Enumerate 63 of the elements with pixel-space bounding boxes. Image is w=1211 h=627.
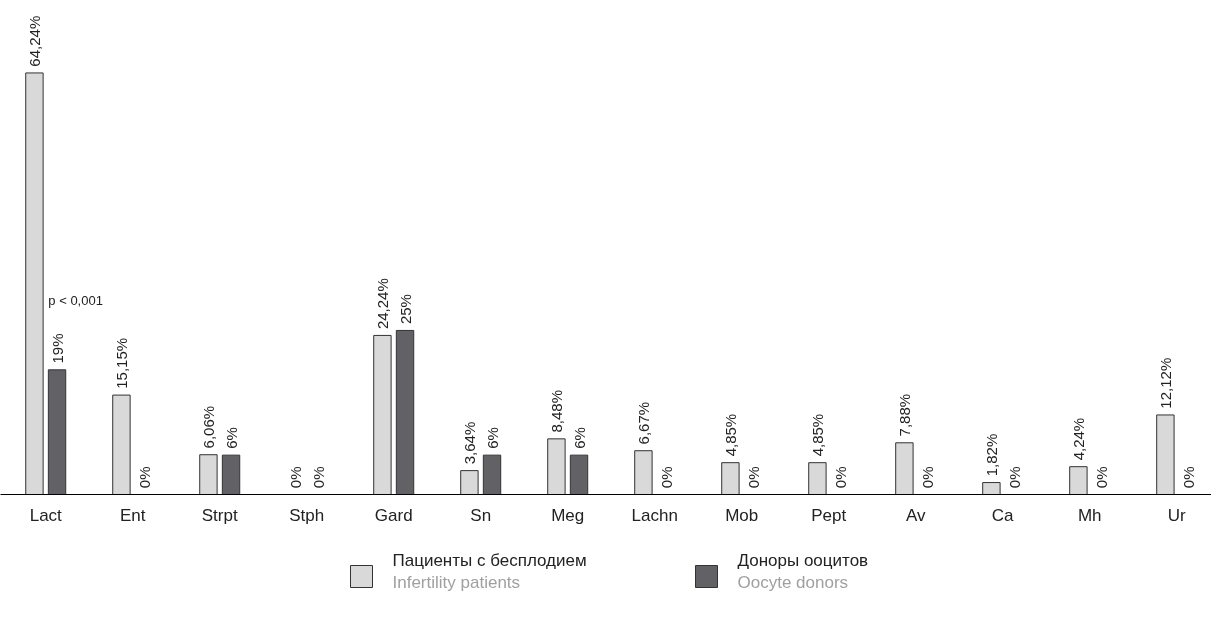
- data-label: 0%: [918, 466, 936, 489]
- data-label: 0%: [309, 466, 327, 489]
- annotation: p < 0,001: [48, 293, 103, 309]
- data-label: 4,24%: [1069, 417, 1087, 461]
- bar: [460, 470, 479, 495]
- bar: [982, 482, 1001, 495]
- data-label: 6%: [483, 427, 501, 449]
- data-label: 6%: [570, 427, 588, 449]
- x-tick-label: Strpt: [201, 505, 238, 525]
- data-label: 1,82%: [982, 433, 1000, 477]
- x-tick-label: Ent: [119, 505, 146, 525]
- data-label: 0%: [1005, 466, 1023, 489]
- data-label: 64,24%: [25, 15, 43, 67]
- x-tick-label: Ca: [991, 505, 1015, 525]
- data-label: 0%: [831, 466, 849, 489]
- data-label: 7,88%: [895, 393, 913, 437]
- x-tick-label: Mob: [725, 505, 759, 525]
- data-label: 0%: [286, 466, 304, 489]
- x-tick-label: Stph: [289, 505, 325, 525]
- x-tick-label: Gard: [374, 505, 413, 525]
- x-tick-label: Pept: [811, 505, 847, 525]
- bar: [895, 442, 914, 495]
- data-label: 0%: [657, 466, 675, 489]
- bar: [634, 450, 653, 495]
- bar: [395, 329, 415, 495]
- data-label: 15,15%: [112, 337, 130, 389]
- data-label: 0%: [1179, 466, 1197, 489]
- data-label: 6,06%: [199, 405, 217, 449]
- bar: [1069, 466, 1088, 495]
- bar: [808, 462, 827, 495]
- data-label: 12,12%: [1156, 357, 1174, 409]
- x-tick-label: Lact: [29, 505, 63, 525]
- bar: [112, 394, 131, 495]
- data-label: 6,67%: [634, 401, 652, 445]
- bar: [721, 462, 740, 495]
- data-label: 3,64%: [460, 421, 478, 465]
- data-label: 24,24%: [373, 278, 391, 330]
- data-label: 19%: [48, 333, 66, 364]
- x-tick-label: Ur: [1167, 505, 1187, 525]
- legend-label: Пациенты с бесплодием Infertility patients: [392, 551, 587, 592]
- bar: [25, 72, 44, 495]
- data-label: 4,85%: [808, 413, 826, 457]
- bar: [373, 334, 392, 495]
- x-tick-label: Mh: [1077, 505, 1102, 525]
- bar: [221, 454, 241, 495]
- x-tick-label: Av: [905, 505, 926, 525]
- data-label: 0%: [744, 466, 762, 489]
- bar: [482, 454, 502, 495]
- data-label: 0%: [1092, 466, 1110, 489]
- data-label: 4,85%: [721, 413, 739, 457]
- data-label: 25%: [396, 294, 414, 325]
- x-tick-label: Lachn: [631, 505, 678, 525]
- data-label: 8,48%: [547, 389, 565, 433]
- bar: [569, 454, 589, 495]
- bar: [1156, 414, 1175, 495]
- data-label: 0%: [135, 466, 153, 489]
- x-tick-label: Sn: [470, 505, 492, 525]
- bar: [547, 438, 566, 495]
- x-tick-label: Meg: [551, 505, 585, 525]
- bar: [47, 369, 67, 495]
- legend-label: Доноры ооцитов Oocyte donors: [737, 551, 869, 592]
- bar: [199, 454, 218, 495]
- data-label: 6%: [222, 427, 240, 449]
